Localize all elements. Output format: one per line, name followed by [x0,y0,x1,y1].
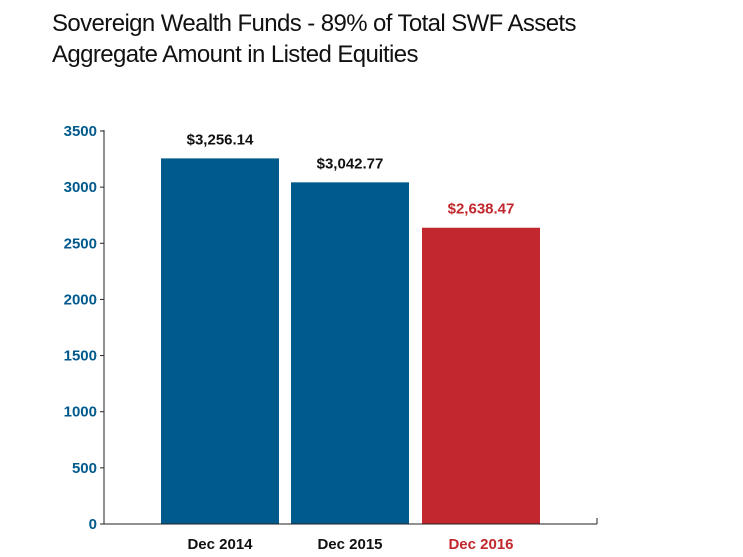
y-tick-label: 3500 [64,123,97,140]
data-label: $2,638.47 [448,201,515,218]
bar-dec-2016 [422,227,540,524]
data-label: $3,042.77 [317,155,384,172]
data-label: $3,256.14 [187,131,254,148]
y-tick-label: 3000 [64,179,97,196]
y-tick-label: 0 [89,516,97,533]
bar-dec-2015 [291,182,409,524]
bar-dec-2014 [161,158,279,524]
y-tick-label: 500 [72,460,97,477]
x-tick-label: Dec 2015 [317,536,382,553]
y-tick-label: 2000 [64,291,97,308]
y-tick-label: 2500 [64,235,97,252]
x-tick-label: Dec 2014 [187,536,253,553]
chart-title-block: Sovereign Wealth Funds - 89% of Total SW… [52,8,577,70]
y-tick-label: 1500 [64,348,97,365]
y-tick-label: 1000 [64,404,97,421]
chart-subtitle: Aggregate Amount in Listed Equities [52,41,419,68]
x-tick-label: Dec 2016 [448,536,513,553]
chart-title: Sovereign Wealth Funds - 89% of Total SW… [52,10,577,37]
